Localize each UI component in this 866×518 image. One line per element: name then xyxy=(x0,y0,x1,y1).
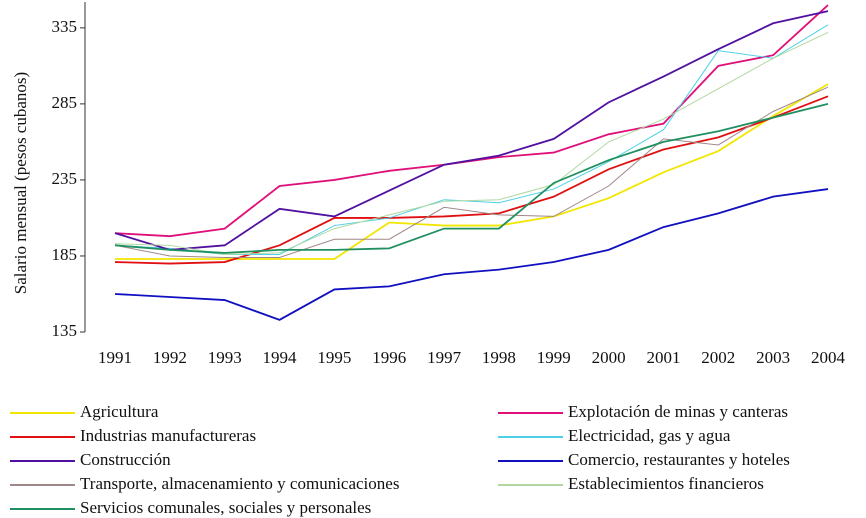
legend-label: Comercio, restaurantes y hoteles xyxy=(568,450,790,469)
series-line xyxy=(114,24,829,255)
series-line xyxy=(114,10,829,251)
x-tick-label: 1993 xyxy=(208,348,242,367)
y-tick-label: 135 xyxy=(52,321,78,340)
x-tick-label: 2003 xyxy=(756,348,790,367)
x-tick-label: 2002 xyxy=(701,348,735,367)
y-tick-label: 285 xyxy=(52,93,78,112)
x-tick-label: 1998 xyxy=(482,348,516,367)
legend-label: Transporte, almacenamiento y comunicacio… xyxy=(80,474,399,493)
x-tick-label: 1994 xyxy=(263,348,298,367)
legend-label: Servicios comunales, sociales y personal… xyxy=(80,498,371,517)
legend-label: Establecimientos financieros xyxy=(568,474,764,493)
series-line xyxy=(114,188,829,321)
x-tick-label: 2004 xyxy=(811,348,846,367)
legend-label: Construcción xyxy=(80,450,171,469)
x-tick-label: 1991 xyxy=(98,348,132,367)
series-line xyxy=(114,95,829,265)
y-tick-label: 185 xyxy=(52,245,78,264)
series-line xyxy=(114,103,829,254)
legend-label: Electricidad, gas y agua xyxy=(568,426,731,445)
x-tick-label: 1996 xyxy=(372,348,406,367)
x-tick-label: 1999 xyxy=(537,348,571,367)
y-tick-label: 235 xyxy=(52,169,78,188)
series-line xyxy=(114,86,829,258)
series-line xyxy=(115,83,829,260)
series-line xyxy=(114,31,829,255)
y-tick-label: 335 xyxy=(52,17,78,36)
x-tick-label: 2001 xyxy=(646,348,680,367)
x-tick-label: 1997 xyxy=(427,348,462,367)
x-tick-label: 1992 xyxy=(153,348,187,367)
legend-label: Agricultura xyxy=(80,402,159,421)
y-axis-label: Salario mensual (pesos cubanos) xyxy=(11,72,30,294)
legend-label: Explotación de minas y canteras xyxy=(568,402,788,421)
legend-label: Industrias manufactureras xyxy=(80,426,256,445)
x-tick-label: 2000 xyxy=(592,348,626,367)
x-tick-label: 1995 xyxy=(317,348,351,367)
